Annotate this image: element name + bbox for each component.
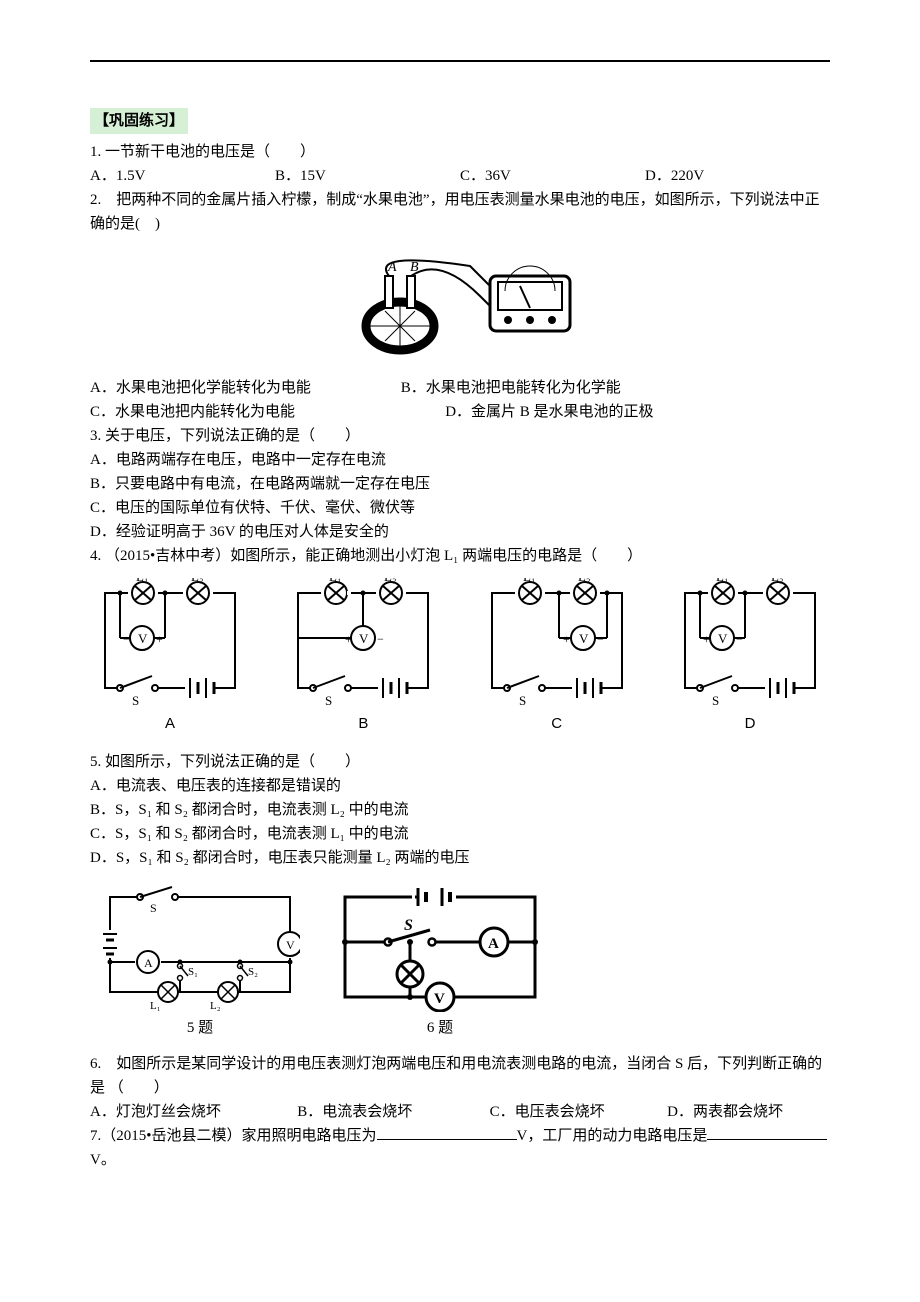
svg-text:A: A [488,936,499,952]
q2-opt-a: A．水果电池把化学能转化为电能 [90,376,401,400]
q2-opt-d: D．金属片 B 是水果电池的正极 [445,400,653,424]
svg-text:−: − [736,632,743,646]
q7-line: 7.（2015•岳池县二模）家用照明电路电压为 V，工厂用的动力电路电压是 V。 [90,1124,830,1172]
svg-text:L₂: L₂ [191,578,203,584]
svg-text:+: + [563,632,570,646]
q5-stem: 5. 如图所示，下列说法正确的是（ ） [90,750,830,774]
q5-opt-c: C．S，S₁ 和 S₂ 都闭合时，电流表测 L₁ 中的电流 [90,822,830,846]
svg-text:S₁: S₁ [188,966,198,978]
q1-opt-c: C．36V [460,164,645,188]
q6-opt-a: A．灯泡灯丝会烧坏 [90,1100,297,1124]
svg-text:L₂: L₂ [384,578,396,584]
svg-text:V: V [434,991,445,1007]
q4-circuit-a: S L₁ L₂ [90,578,250,736]
svg-text:S: S [519,693,526,708]
svg-text:−: − [377,632,384,646]
q6-opt-c: C．电压表会烧坏 [490,1100,668,1124]
q7-after: V。 [90,1152,116,1168]
circuit-c-icon: S L₁ L₂ [477,578,637,708]
q5-circuit-icon: S V A S₁ [100,882,300,1012]
q4-label-a: A [90,712,250,736]
circuit-a-icon: S L₁ L₂ [90,578,250,708]
q7-mid: V，工厂用的动力电路电压是 [517,1128,708,1144]
q2-options: A．水果电池把化学能转化为电能 B．水果电池把电能转化为化学能 C．水果电池把内… [90,376,830,424]
q3-opt-b: B．只要电路中有电流，在电路两端就一定存在电压 [90,472,830,496]
q6-figure: S A V 6 题 [330,882,550,1040]
q1-opt-a: A．1.5V [90,164,275,188]
q7-before: 7.（2015•岳池县二模）家用照明电路电压为 [90,1128,377,1144]
svg-text:S₂: S₂ [248,966,258,978]
svg-text:A: A [144,956,153,970]
q4-circuit-c: S L₁ L₂ [477,578,637,736]
svg-text:V: V [138,631,148,646]
q6-caption: 6 题 [330,1016,550,1040]
q5-opt-b: B．S，S₁ 和 S₂ 都闭合时，电流表测 L₂ 中的电流 [90,798,830,822]
q5-figure: S V A S₁ [100,882,300,1040]
q5-caption: 5 题 [100,1016,300,1040]
svg-text:−: − [597,632,604,646]
svg-text:S: S [404,917,413,934]
q7-blank-1 [377,1124,517,1140]
q6-stem: 6. 如图所示是某同学设计的用电压表测灯泡两端电压和用电流表测电路的电流，当闭合… [90,1052,830,1100]
page-content: 【巩固练习】 1. 一节新干电池的电压是（ ） A．1.5V B．15V C．3… [0,0,920,1212]
lemon-battery-icon: A B [330,246,590,366]
svg-text:L₁: L₁ [329,578,341,584]
q6-opt-b: B．电流表会烧坏 [297,1100,489,1124]
q4-label-d: D [670,712,830,736]
q4-stem: 4. （2015•吉林中考）如图所示，能正确地测出小灯泡 L₁ 两端电压的电路是… [90,544,830,568]
svg-text:V: V [579,631,589,646]
q3-opt-a: A．电路两端存在电压，电路中一定存在电流 [90,448,830,472]
svg-text:L₂: L₂ [578,578,590,584]
svg-text:+: + [156,632,163,646]
q4-circuit-b: S L₁ L₂ V [283,578,443,736]
q6-opt-d: D．两表都会烧坏 [667,1100,783,1124]
circuit-d-icon: S L₁ L₂ [670,578,830,708]
q2-opt-c: C．水果电池把内能转化为电能 [90,400,445,424]
svg-text:+: + [703,632,710,646]
svg-text:L₁: L₁ [716,578,728,584]
svg-text:L₁: L₁ [523,578,535,584]
circuit-b-icon: S L₁ L₂ V [283,578,443,708]
q3-opt-d: D．经验证明高于 36V 的电压对人体是安全的 [90,520,830,544]
q3-stem: 3. 关于电压，下列说法正确的是（ ） [90,424,830,448]
q2-figure: A B [90,246,830,366]
q1-opt-b: B．15V [275,164,460,188]
q4-label-b: B [283,712,443,736]
svg-text:V: V [286,938,295,952]
q1-stem: 1. 一节新干电池的电压是（ ） [90,140,830,164]
svg-text:L₂: L₂ [771,578,783,584]
q6-options: A．灯泡灯丝会烧坏 B．电流表会烧坏 C．电压表会烧坏 D．两表都会烧坏 [90,1100,830,1124]
q3-opt-c: C．电压的国际单位有伏特、千伏、毫伏、微伏等 [90,496,830,520]
q5-q6-figures: S V A S₁ [100,882,830,1040]
q1-opt-d: D．220V [645,164,830,188]
q4-circuit-d: S L₁ L₂ [670,578,830,736]
q6-circuit-icon: S A V [330,882,550,1012]
svg-text:S: S [150,901,157,915]
q5-opt-a: A．电流表、电压表的连接都是错误的 [90,774,830,798]
q7-blank-2 [707,1124,827,1140]
q1-options: A．1.5V B．15V C．36V D．220V [90,164,830,188]
svg-text:S: S [712,693,719,708]
q5-opt-d: D．S，S₁ 和 S₂ 都闭合时，电压表只能测量 L₂ 两端的电压 [90,846,830,870]
q4-label-c: C [477,712,637,736]
q2-opt-b: B．水果电池把电能转化为化学能 [401,376,621,400]
svg-text:L₂: L₂ [210,1000,221,1012]
svg-text:−: − [123,632,130,646]
svg-text:S: S [132,693,139,708]
top-rule [90,60,830,62]
svg-text:L₁: L₁ [136,578,148,584]
section-title: 【巩固练习】 [90,108,188,134]
svg-text:V: V [359,631,369,646]
svg-text:L₁: L₁ [150,1000,161,1012]
svg-text:V: V [718,631,728,646]
svg-text:S: S [325,693,332,708]
q2-stem: 2. 把两种不同的金属片插入柠檬，制成“水果电池”，用电压表测量水果电池的电压，… [90,188,830,236]
q4-circuits: S L₁ L₂ [90,578,830,736]
